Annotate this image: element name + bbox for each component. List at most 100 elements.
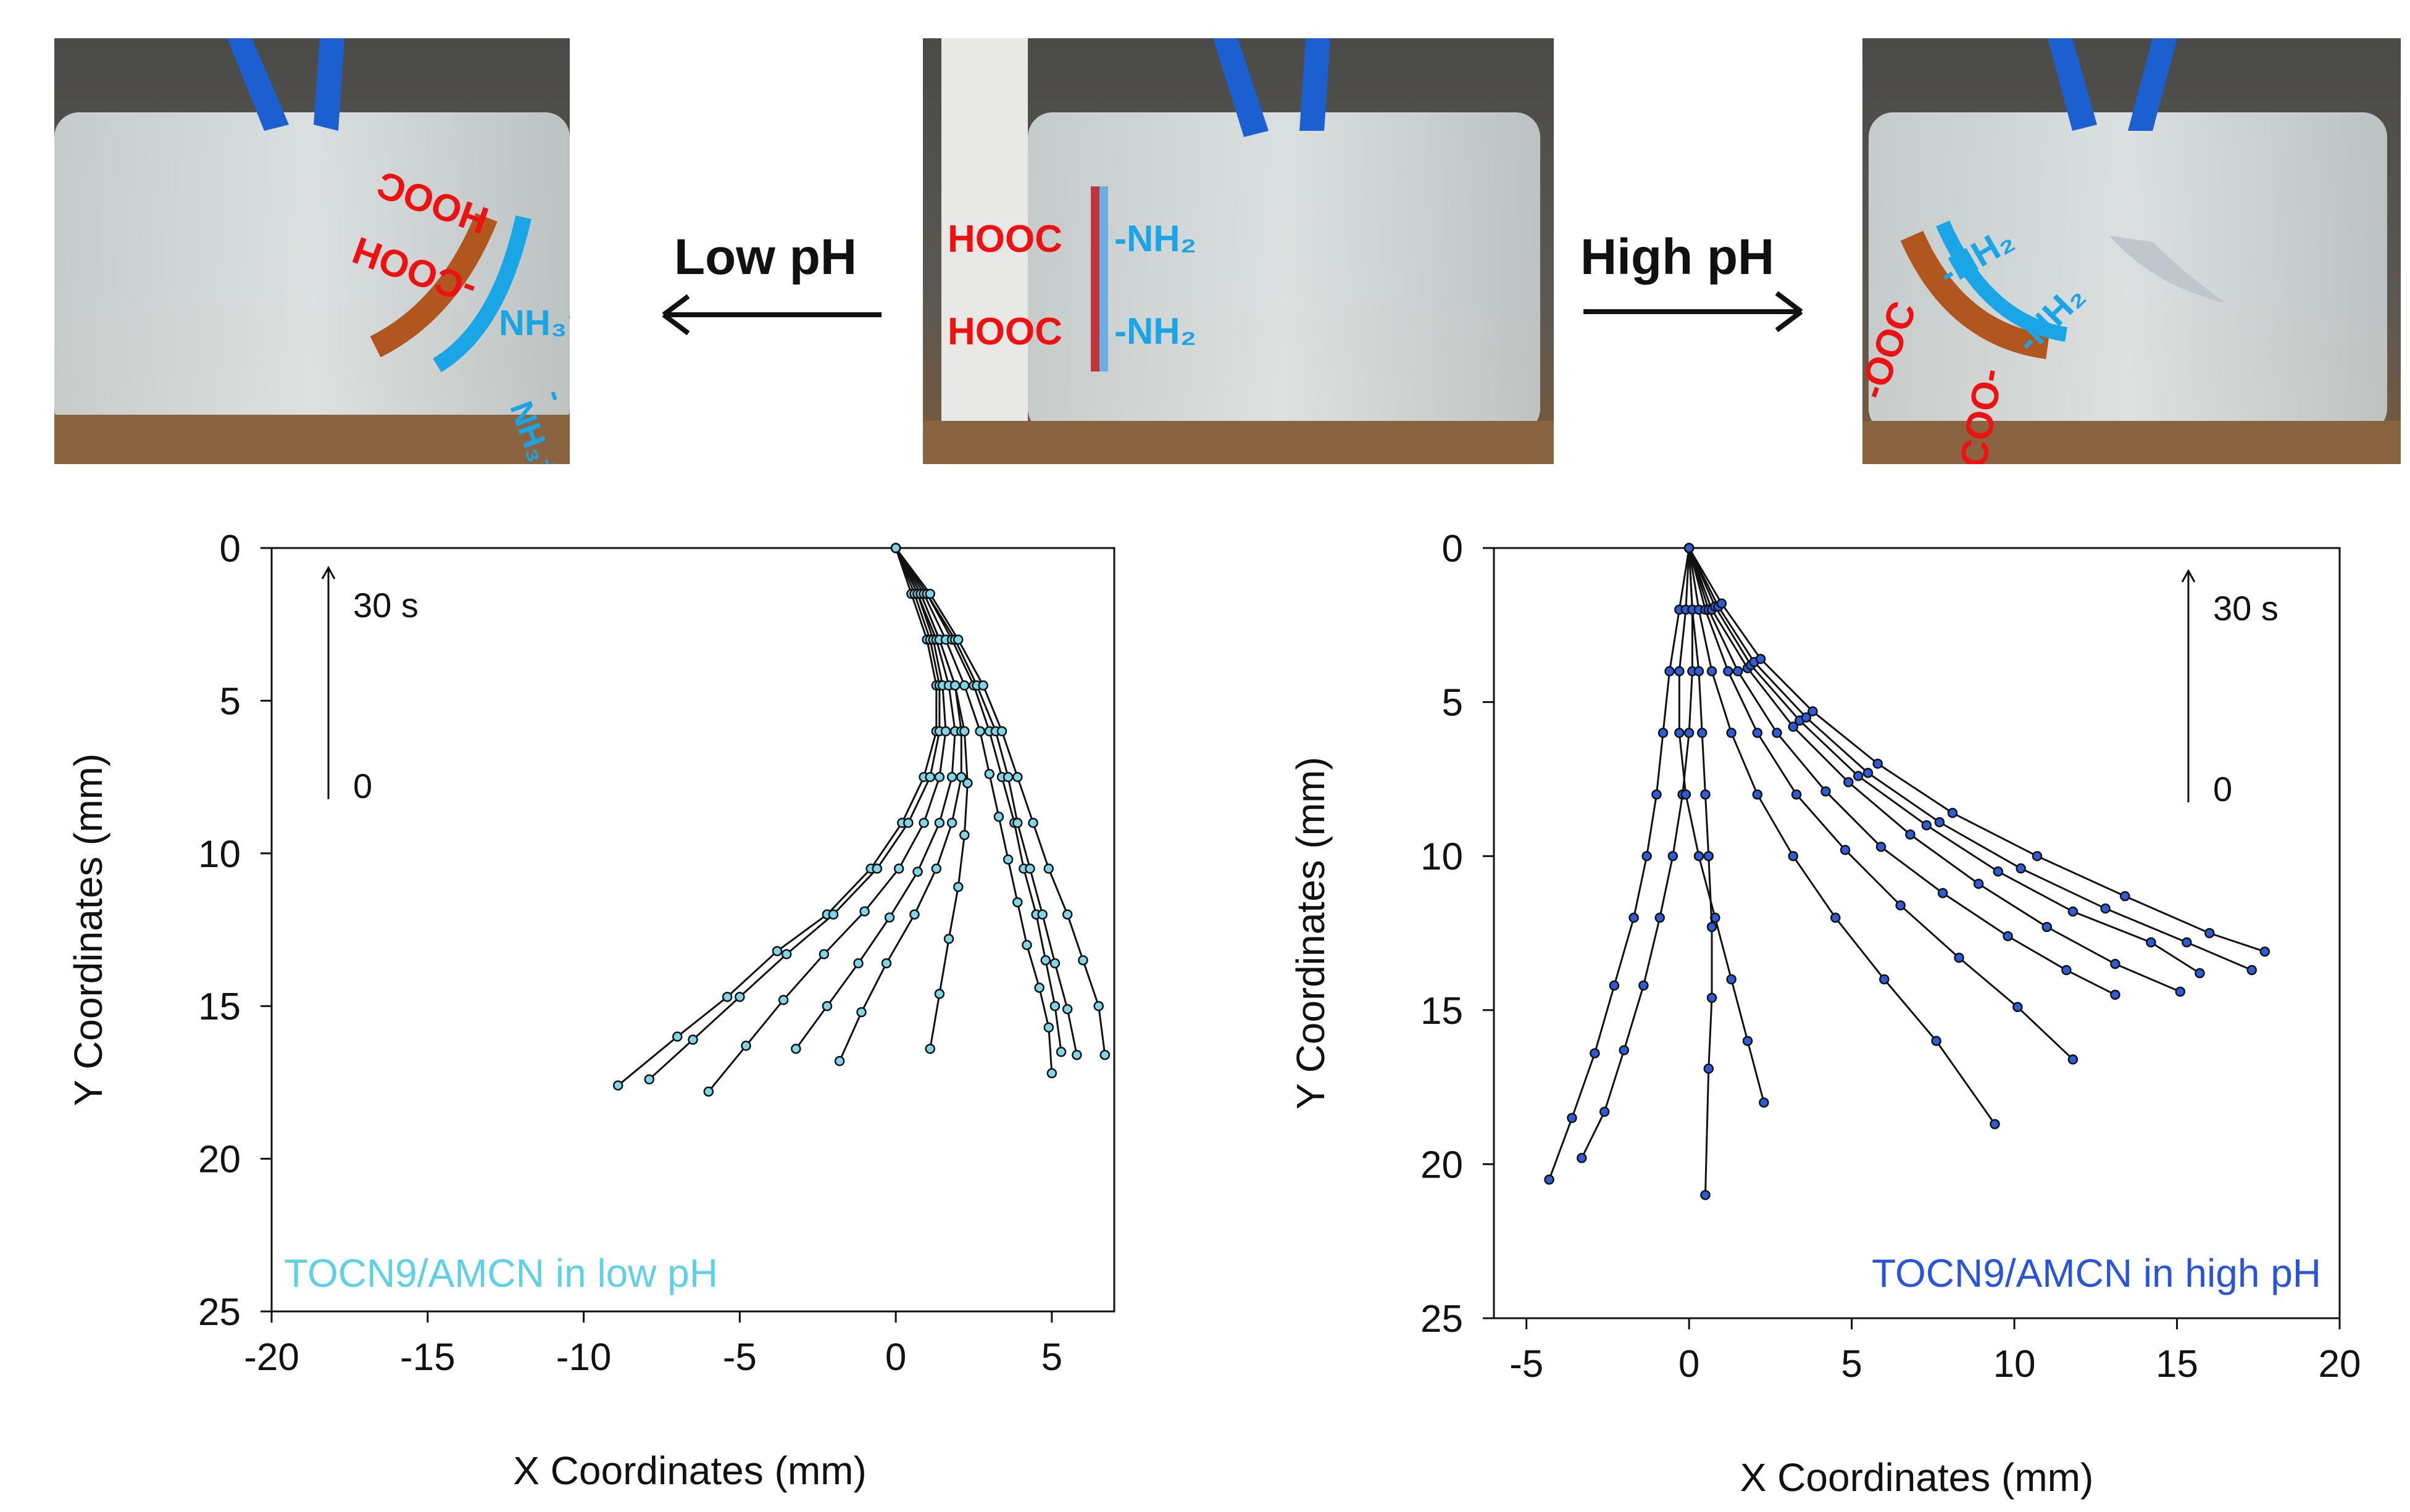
trajectory-point: [1726, 728, 1737, 738]
x-tick-label: 5: [1841, 1343, 1862, 1385]
trajectory-point: [1820, 786, 1831, 797]
trajectory-point: [1003, 854, 1014, 865]
trajectory-line-h10: [1688, 547, 2253, 971]
trajectory-point: [984, 768, 995, 779]
trajectory-point: [1037, 909, 1048, 920]
trajectory-point: [853, 958, 864, 969]
trajectory-point: [1674, 666, 1685, 676]
trajectory-point: [1683, 542, 1695, 554]
trajectory-point: [946, 771, 957, 783]
trajectory-point: [1853, 771, 1864, 781]
trajectory-point: [1788, 850, 1799, 862]
x-tick-label: -10: [556, 1336, 612, 1379]
trajectory-point: [1577, 1153, 1587, 1163]
time-bar-top-label: 30 s: [353, 586, 419, 625]
trajectory-point: [1788, 721, 1799, 732]
trajectory-point: [1664, 666, 1675, 676]
trajectory-point: [940, 726, 951, 737]
trajectory-point: [1843, 777, 1854, 787]
trajectory-point: [1759, 1097, 1769, 1108]
trajectory-point: [909, 909, 920, 920]
trajectory-point: [872, 863, 883, 874]
chart-low-ph: -20 -15 -10 -5 0 5 0 5 10 15 20 25 X Coordinates (mm…: [66, 528, 1115, 1493]
y-axis-label: Y Coordinates (mm): [1288, 757, 1333, 1109]
trajectory-point: [1567, 1113, 1577, 1123]
trajectory-point: [1674, 728, 1685, 738]
trajectory-point: [735, 992, 745, 1002]
x-tick-label: -15: [400, 1336, 456, 1379]
trajectory-point: [1012, 897, 1023, 908]
trajectory-point: [1993, 866, 2003, 877]
trajectory-point: [834, 1056, 845, 1066]
x-tick-label: -20: [244, 1336, 299, 1379]
label-mid-nh2-1: -NH₂: [1114, 218, 1197, 259]
trajectory-point: [1879, 974, 1890, 985]
trajectory-line-t2: [648, 547, 941, 1081]
trajectory-point: [993, 812, 1004, 822]
trajectory-point: [881, 958, 892, 969]
trajectory-point: [778, 995, 789, 1005]
trajectory-point: [1651, 789, 1662, 800]
trajectory-point: [890, 542, 901, 554]
trajectory-point: [2195, 968, 2205, 979]
x-tick-label: -5: [723, 1336, 757, 1379]
time-bar-bottom-label: 0: [353, 766, 372, 805]
trajectory-point: [2100, 903, 2111, 914]
trajectory-point: [612, 1080, 623, 1091]
trajectory-point: [996, 726, 1007, 737]
x-tick-label: 0: [885, 1336, 906, 1379]
trajectory-point: [1801, 712, 1812, 723]
trajectory-point: [946, 818, 957, 828]
trajectory-point: [1046, 1068, 1057, 1079]
trajectory-point: [2032, 850, 2043, 862]
trajectory-point: [1872, 758, 1883, 769]
trajectory-point: [1742, 1036, 1753, 1046]
trajectory-point: [975, 726, 985, 737]
trajectory-point: [2003, 931, 2013, 942]
y-tick-label: 0: [220, 528, 241, 570]
trajectory-point: [1706, 921, 1717, 933]
trajectory-point: [1049, 958, 1061, 969]
trajectory-point: [1696, 728, 1707, 738]
trajectory-point: [1043, 863, 1054, 874]
trajectory-point: [962, 778, 973, 789]
trajectory-point: [1700, 789, 1711, 800]
trajectory-point: [1830, 912, 1841, 923]
trajectory-point: [1752, 789, 1763, 800]
trajectory-point: [959, 829, 970, 841]
trajectory-point: [1025, 863, 1035, 874]
trajectory-point: [1947, 808, 1958, 818]
trajectory-point: [2175, 986, 2186, 997]
trajectory-point: [1862, 768, 1874, 778]
trajectory-point: [1875, 841, 1887, 852]
trajectory-point: [1693, 850, 1704, 862]
trajectory-point: [1609, 980, 1620, 991]
trajectory-point: [1003, 771, 1014, 783]
trajectory-point: [1049, 1000, 1061, 1011]
trajectory-point: [1078, 955, 1088, 966]
trajectory-point: [1028, 818, 1038, 828]
trajectory-point: [1706, 666, 1717, 676]
trajectory-point: [1732, 666, 1743, 676]
trajectory-point: [1808, 706, 1818, 717]
time-bar-arrowhead: [2181, 568, 2196, 583]
trajectory-point: [1703, 1063, 1714, 1074]
time-bar-top-label: 30 s: [2213, 589, 2279, 628]
x-tick-label: 0: [1678, 1343, 1699, 1385]
trajectory-point: [772, 945, 783, 957]
plot-frame: [1493, 547, 2341, 1319]
high-ph-label: High pH: [1580, 229, 1775, 285]
label-mid-hooc-1: HOOC: [948, 218, 1062, 260]
x-tick-label: 10: [1993, 1343, 2036, 1385]
x-tick-label: -5: [1509, 1343, 1543, 1385]
y-tick-label: 20: [198, 1139, 241, 1181]
trajectory-point: [1973, 878, 1984, 889]
arrowhead-low: [662, 294, 690, 336]
y-tick-label: 15: [1420, 990, 1463, 1032]
x-axis-label: X Coordinates (mm): [513, 1448, 867, 1493]
trajectory-point: [1062, 1003, 1073, 1015]
trajectory-line-h11: [1688, 547, 2266, 953]
trajectory-point: [1703, 850, 1714, 862]
trajectory-point: [2016, 863, 2026, 874]
